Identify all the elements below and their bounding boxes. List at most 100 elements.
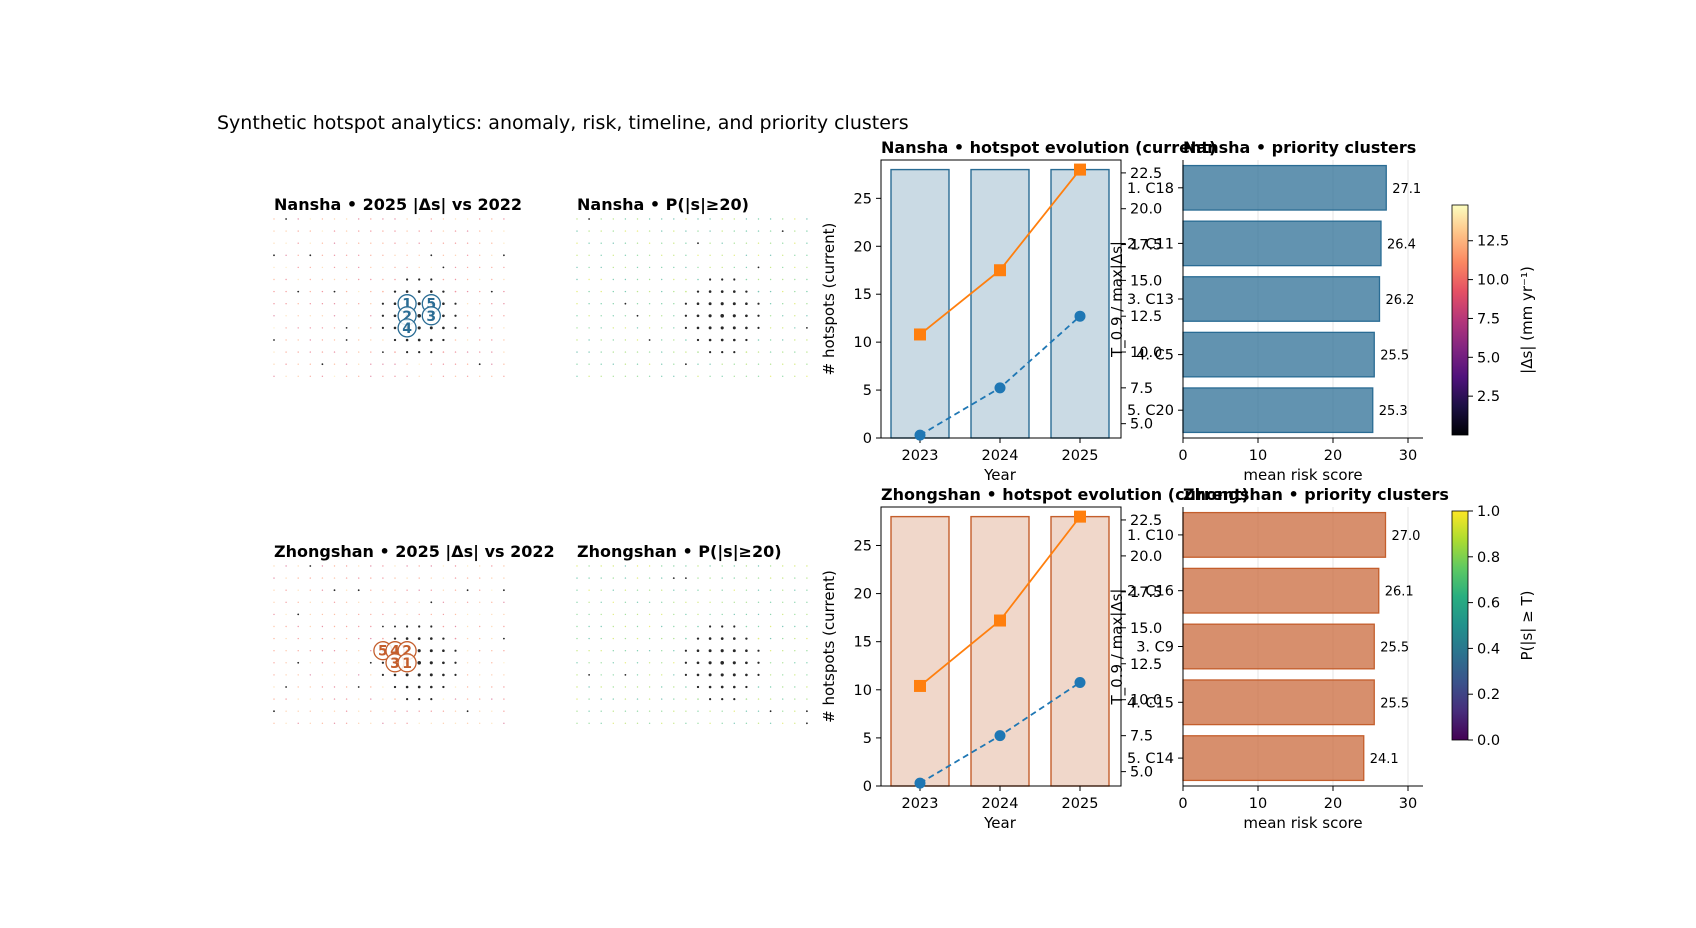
t09-point — [1074, 310, 1086, 322]
map-dot — [466, 351, 469, 353]
map-dot — [370, 303, 372, 305]
map-dot — [720, 314, 724, 318]
map-dot — [358, 290, 360, 293]
map-dot — [394, 363, 396, 365]
map-dot — [685, 290, 687, 293]
map-dot — [394, 254, 396, 256]
map-dot — [273, 339, 275, 341]
map-dot — [636, 327, 639, 329]
map-dot — [370, 613, 372, 616]
map-dot — [381, 661, 385, 664]
map-dot — [466, 254, 469, 256]
colorbar-tick-label: 2.5 — [1477, 389, 1500, 405]
map-dot — [757, 686, 760, 688]
map-dot — [612, 565, 614, 567]
map-dot — [636, 278, 639, 281]
priority-bar — [1182, 331, 1375, 378]
map-dot — [782, 242, 784, 244]
map-dot — [745, 254, 748, 256]
map-dot — [673, 266, 675, 269]
map-dot — [624, 375, 627, 377]
map-dot — [806, 698, 808, 700]
map-dot — [588, 722, 590, 724]
map-dot — [466, 698, 469, 700]
map-dot — [273, 710, 275, 713]
map-dot — [600, 266, 602, 269]
map-dot — [757, 351, 760, 353]
map-dot — [358, 339, 360, 341]
map-dot — [624, 278, 627, 281]
map-dot — [673, 230, 675, 232]
map-dot — [769, 290, 772, 293]
priority-value-label: 27.0 — [1392, 529, 1421, 544]
priority-value-label: 25.3 — [1379, 404, 1408, 419]
map-dot — [782, 698, 784, 700]
map-dot — [733, 565, 735, 567]
map-dot — [769, 230, 772, 232]
map-dot — [333, 315, 336, 317]
map-dot — [466, 230, 469, 232]
map-dot — [406, 363, 408, 365]
map-dot — [661, 589, 663, 591]
map-dot — [685, 722, 687, 724]
map-dot — [333, 650, 336, 652]
map-dot — [720, 673, 724, 677]
map-dot — [321, 327, 324, 329]
map-dot — [466, 218, 469, 220]
map-dot — [418, 722, 420, 724]
map-dot — [757, 710, 760, 712]
priority-bar — [1182, 567, 1380, 614]
map-dot — [806, 315, 808, 317]
map-dot — [806, 625, 808, 628]
map-dot — [794, 637, 796, 640]
map-dot — [685, 625, 687, 628]
map-dot — [394, 722, 396, 724]
map-dot — [673, 254, 675, 256]
map-dot — [297, 686, 299, 688]
colorbar-tick-label: 0.0 — [1477, 733, 1500, 749]
map-dot — [600, 710, 602, 712]
map-dot — [733, 254, 735, 256]
evolution-chart: 05101520255.07.510.012.515.017.520.022.5… — [820, 485, 1249, 832]
map-dot — [806, 266, 808, 269]
colorbar: 0.0 0.2 0.4 0.6 0.8 1.0 P(|s| ≥ T) — [1451, 504, 1536, 749]
priority-bar — [1182, 276, 1381, 322]
map-dot — [285, 674, 287, 676]
map-dot — [769, 351, 772, 353]
map-dot — [345, 577, 348, 579]
map-dot — [479, 266, 481, 269]
map-dot — [624, 363, 627, 365]
map-dot — [769, 613, 772, 616]
colorbar-tick-label: 5.0 — [1477, 350, 1500, 366]
map-dot — [491, 686, 493, 688]
map-dot — [370, 363, 372, 365]
map-dot — [309, 363, 311, 365]
map-dot — [273, 363, 275, 365]
map-dot — [479, 577, 481, 579]
cluster-label: 5. C20 — [1127, 403, 1174, 419]
map-dot — [794, 278, 796, 281]
map-dot — [321, 290, 324, 293]
map-dot — [370, 637, 372, 640]
map-dot — [782, 363, 784, 365]
map-dot — [624, 686, 627, 688]
map-dot — [442, 649, 445, 652]
map-dot — [661, 242, 663, 244]
cluster-label: 1. C18 — [1127, 181, 1174, 197]
map-dot — [454, 363, 457, 365]
map-dot — [273, 650, 275, 652]
map-dot — [358, 625, 360, 628]
map-dot — [333, 601, 336, 603]
map-dot — [673, 351, 675, 353]
map-dot — [406, 375, 408, 377]
map-dot — [442, 230, 445, 232]
map-dot — [588, 686, 590, 688]
map-dot — [769, 686, 772, 688]
map-dot — [624, 351, 627, 353]
map-dot — [782, 218, 784, 220]
map-dot — [612, 589, 614, 591]
map-dot — [382, 722, 384, 724]
map-dot — [661, 613, 663, 616]
map-dot — [624, 339, 627, 341]
map-dot — [806, 363, 808, 365]
